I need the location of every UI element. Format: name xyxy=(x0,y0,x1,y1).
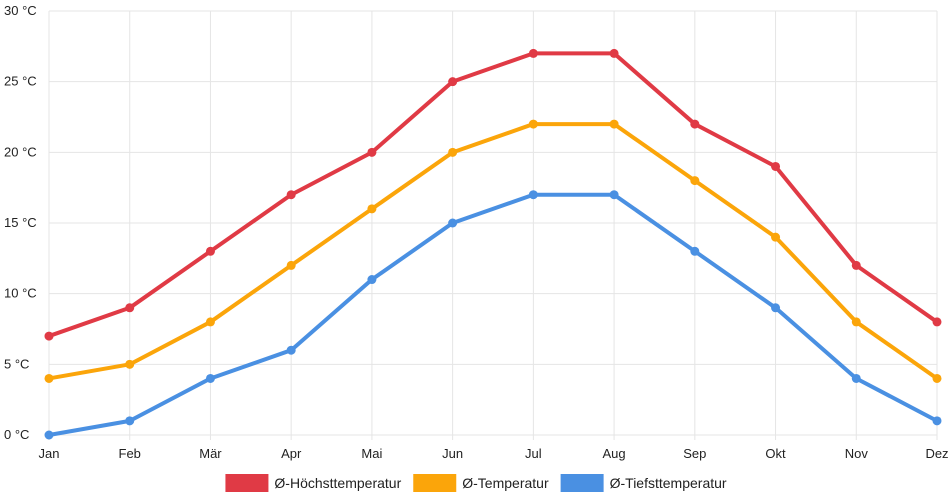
legend-item-1[interactable]: Ø-Höchsttemperatur xyxy=(225,474,402,492)
x-tick-label: Jul xyxy=(525,446,542,461)
y-tick-label: 15 °C xyxy=(4,215,37,230)
data-point[interactable] xyxy=(367,147,377,157)
legend-swatch xyxy=(225,474,269,492)
data-point[interactable] xyxy=(609,48,619,58)
data-point[interactable] xyxy=(205,317,215,327)
data-point[interactable] xyxy=(609,119,619,129)
y-tick-label: 30 °C xyxy=(4,3,37,18)
legend-label: Ø-Höchsttemperatur xyxy=(274,475,401,491)
data-point[interactable] xyxy=(44,373,54,383)
series-line xyxy=(47,122,939,381)
x-tick-label: Jun xyxy=(442,446,463,461)
data-point[interactable] xyxy=(205,246,215,256)
data-point[interactable] xyxy=(609,190,619,200)
data-point[interactable] xyxy=(932,373,942,383)
y-tick-label: 20 °C xyxy=(4,144,37,159)
y-tick-label: 25 °C xyxy=(4,74,37,89)
x-tick-label: Dez xyxy=(925,446,948,461)
data-point[interactable] xyxy=(528,119,538,129)
grid xyxy=(48,10,938,440)
legend-item-3[interactable]: Ø-Tiefsttemperatur xyxy=(560,474,727,492)
data-point[interactable] xyxy=(690,176,700,186)
x-axis: Jan Feb Mär Apr Mai Jun Jul Aug Sep Okt Nov Dez xyxy=(39,446,949,461)
data-point[interactable] xyxy=(286,260,296,270)
data-point[interactable] xyxy=(125,416,135,426)
data-point[interactable] xyxy=(448,218,458,228)
data-point[interactable] xyxy=(448,147,458,157)
legend-label: Ø-Temperatur xyxy=(462,475,549,491)
series-layer xyxy=(44,48,942,440)
x-tick-label: Nov xyxy=(845,446,869,461)
data-point[interactable] xyxy=(851,373,861,383)
data-point[interactable] xyxy=(44,430,54,440)
data-point[interactable] xyxy=(690,246,700,256)
x-tick-label: Mär xyxy=(199,446,222,461)
data-point[interactable] xyxy=(851,317,861,327)
y-axis: 0 °C 5 °C 10 °C 15 °C 20 °C 25 °C 30 °C xyxy=(4,3,37,442)
series-line xyxy=(47,51,939,339)
series-1 xyxy=(44,48,942,341)
data-point[interactable] xyxy=(932,416,942,426)
data-point[interactable] xyxy=(932,317,942,327)
x-tick-label: Apr xyxy=(281,446,302,461)
x-tick-label: Sep xyxy=(683,446,706,461)
data-point[interactable] xyxy=(771,232,781,242)
legend-swatch xyxy=(413,474,457,492)
data-point[interactable] xyxy=(448,77,458,87)
data-point[interactable] xyxy=(205,373,215,383)
series-3 xyxy=(44,190,942,440)
series-line xyxy=(47,192,939,437)
data-point[interactable] xyxy=(286,345,296,355)
data-point[interactable] xyxy=(771,303,781,313)
data-point[interactable] xyxy=(367,275,377,285)
legend-item-2[interactable]: Ø-Temperatur xyxy=(413,474,549,492)
data-point[interactable] xyxy=(286,190,296,200)
data-point[interactable] xyxy=(125,303,135,313)
data-point[interactable] xyxy=(528,190,538,200)
data-point[interactable] xyxy=(367,204,377,214)
x-tick-label: Okt xyxy=(765,446,786,461)
y-tick-label: 5 °C xyxy=(4,356,29,371)
legend-swatch xyxy=(560,474,604,492)
y-tick-label: 0 °C xyxy=(4,427,29,442)
data-point[interactable] xyxy=(851,260,861,270)
legend-label: Ø-Tiefsttemperatur xyxy=(610,475,727,491)
data-point[interactable] xyxy=(125,359,135,369)
data-point[interactable] xyxy=(44,331,54,341)
data-point[interactable] xyxy=(528,48,538,58)
x-tick-label: Feb xyxy=(119,446,141,461)
x-tick-label: Mai xyxy=(361,446,382,461)
data-point[interactable] xyxy=(690,119,700,129)
series-2 xyxy=(44,119,942,383)
x-tick-label: Aug xyxy=(603,446,626,461)
y-tick-label: 10 °C xyxy=(4,286,37,301)
x-tick-label: Jan xyxy=(39,446,60,461)
data-point[interactable] xyxy=(771,161,781,171)
legend: Ø-Höchsttemperatur Ø-Temperatur Ø-Tiefstte… xyxy=(225,474,727,492)
